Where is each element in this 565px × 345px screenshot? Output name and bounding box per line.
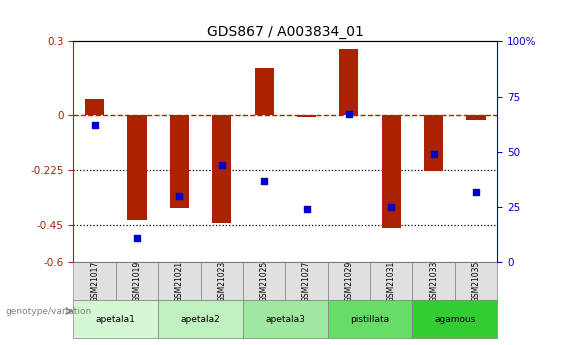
Point [90, 122, 99, 128]
Bar [255, 68, 273, 115]
Text: agamous: agamous [434, 315, 476, 324]
FancyBboxPatch shape [328, 262, 370, 300]
Point [386, 204, 396, 210]
Text: GSM21019: GSM21019 [133, 260, 141, 302]
Text: pistillata: pistillata [350, 315, 390, 324]
FancyBboxPatch shape [412, 300, 497, 338]
Point [302, 206, 311, 212]
Point [344, 111, 354, 117]
Text: GSM21031: GSM21031 [387, 260, 396, 302]
FancyBboxPatch shape [158, 262, 201, 300]
Point [217, 162, 226, 168]
Point [132, 235, 141, 241]
Text: GSM21029: GSM21029 [345, 260, 353, 302]
Title: GDS867 / A003834_01: GDS867 / A003834_01 [207, 25, 364, 39]
Point [175, 193, 184, 199]
Bar [212, 115, 231, 223]
Text: apetala2: apetala2 [181, 315, 220, 324]
FancyBboxPatch shape [243, 300, 328, 338]
Text: GSM21017: GSM21017 [90, 260, 99, 302]
Text: apetala1: apetala1 [96, 315, 136, 324]
Text: genotype/variation: genotype/variation [6, 307, 92, 316]
Bar [340, 49, 358, 115]
FancyBboxPatch shape [370, 262, 412, 300]
Text: apetala3: apetala3 [266, 315, 305, 324]
FancyBboxPatch shape [73, 262, 116, 300]
Bar [170, 115, 189, 208]
FancyBboxPatch shape [201, 262, 243, 300]
FancyBboxPatch shape [455, 262, 497, 300]
Text: GSM21025: GSM21025 [260, 260, 268, 302]
Text: GSM21035: GSM21035 [472, 260, 480, 302]
Bar [85, 99, 104, 115]
FancyBboxPatch shape [328, 300, 412, 338]
Point [259, 178, 269, 183]
FancyBboxPatch shape [73, 300, 158, 338]
Text: GSM21023: GSM21023 [218, 260, 226, 302]
Text: GSM21027: GSM21027 [302, 260, 311, 302]
Point [429, 151, 438, 157]
Bar [424, 115, 443, 171]
Text: GSM21021: GSM21021 [175, 260, 184, 302]
Text: GSM21033: GSM21033 [429, 260, 438, 302]
Bar [467, 115, 485, 120]
FancyBboxPatch shape [116, 262, 158, 300]
FancyBboxPatch shape [412, 262, 455, 300]
Bar [128, 115, 146, 220]
FancyBboxPatch shape [158, 300, 243, 338]
FancyBboxPatch shape [243, 262, 285, 300]
Point [471, 189, 480, 194]
Bar [297, 115, 316, 117]
Bar [382, 115, 401, 228]
FancyBboxPatch shape [285, 262, 328, 300]
